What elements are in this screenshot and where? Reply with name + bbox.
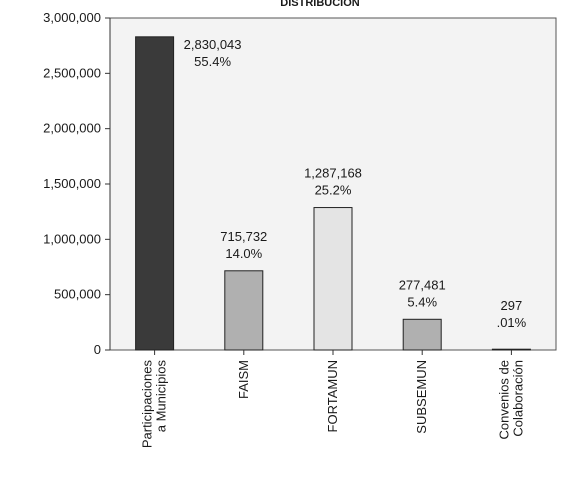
data-value-label: 1,287,168 [304,166,362,181]
x-tick-label: SUBSEMUN [414,360,429,434]
data-percent-label: 14.0% [225,246,262,261]
bars [135,36,531,351]
y-tick-label: 500,000 [54,287,101,302]
y-tick-label: 1,500,000 [43,176,101,191]
data-value-label: 2,830,043 [184,37,242,52]
y-axis: 0 500,000 1,000,000 1,500,000 2,000,000 2,500… [43,10,111,357]
data-labels: 2,830,043 55.4% 715,732 14.0% 1,287,168 25.2%… [184,37,527,330]
bar [402,318,442,351]
x-tick-label: FAISM [236,360,251,399]
y-tick-label: 3,000,000 [43,10,101,25]
data-percent-label: .01% [497,315,527,330]
bar [135,36,175,351]
data-value-label: 715,732 [220,229,267,244]
y-tick-label: 1,000,000 [43,231,101,246]
x-tick-label: FORTAMUN [325,360,340,432]
x-axis: Participacionesa Municipios FAISM FORTAMUN… [140,350,525,449]
data-value-label: 277,481 [399,277,446,292]
x-tick-label: Participacionesa Municipios [140,360,169,449]
y-tick-label: 0 [94,342,101,357]
data-percent-label: 55.4% [194,54,231,69]
bar [491,348,531,351]
data-value-label: 297 [501,298,523,313]
x-tick-label: Convenios deColaboración [496,360,525,440]
y-tick-label: 2,500,000 [43,65,101,80]
bar [224,270,264,351]
data-percent-label: 5.4% [407,294,437,309]
y-tick-label: 2,000,000 [43,121,101,136]
chart-title: DISTRIBUCION [280,0,360,9]
bar [313,207,353,351]
data-percent-label: 25.2% [315,183,352,198]
